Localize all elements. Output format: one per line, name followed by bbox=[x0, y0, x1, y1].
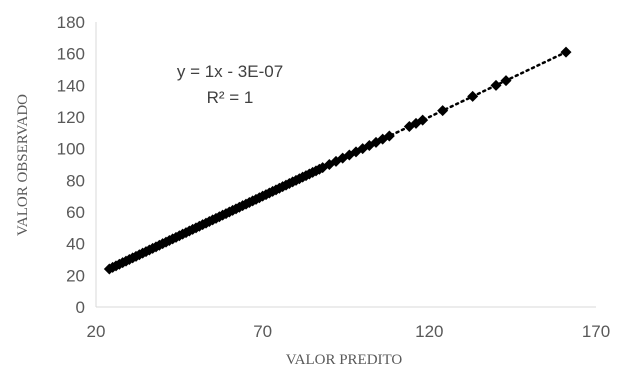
data-point bbox=[490, 79, 502, 91]
data-point bbox=[437, 105, 449, 117]
x-tick-label: 20 bbox=[87, 322, 106, 341]
y-tick-label: 100 bbox=[57, 140, 85, 159]
y-tick-label: 180 bbox=[57, 13, 85, 32]
y-tick-label: 60 bbox=[66, 203, 85, 222]
y-tick-label: 20 bbox=[66, 266, 85, 285]
x-axis-ticks: 20 70 120 170 bbox=[87, 322, 611, 341]
x-tick-label: 170 bbox=[582, 322, 610, 341]
y-tick-label: 40 bbox=[66, 235, 85, 254]
y-tick-label: 160 bbox=[57, 45, 85, 64]
y-tick-label: 140 bbox=[57, 76, 85, 95]
data-point bbox=[500, 75, 512, 87]
y-axis-title: VALOR OBSERVADO bbox=[15, 94, 31, 236]
y-tick-label: 0 bbox=[76, 298, 85, 317]
y-tick-label: 120 bbox=[57, 108, 85, 127]
x-tick-label: 70 bbox=[253, 322, 272, 341]
r-squared-label: R² = 1 bbox=[207, 88, 254, 107]
data-point bbox=[417, 114, 429, 126]
data-point bbox=[467, 90, 479, 102]
y-tick-label: 80 bbox=[66, 171, 85, 190]
y-axis-ticks: 0 20 40 60 80 100 120 140 160 180 bbox=[57, 13, 85, 317]
equation-label: y = 1x - 3E-07 bbox=[177, 62, 283, 81]
data-point bbox=[383, 130, 395, 142]
x-axis-title: VALOR PREDITO bbox=[286, 352, 403, 368]
x-tick-label: 120 bbox=[415, 322, 443, 341]
data-points bbox=[103, 46, 572, 275]
data-point bbox=[560, 46, 572, 58]
